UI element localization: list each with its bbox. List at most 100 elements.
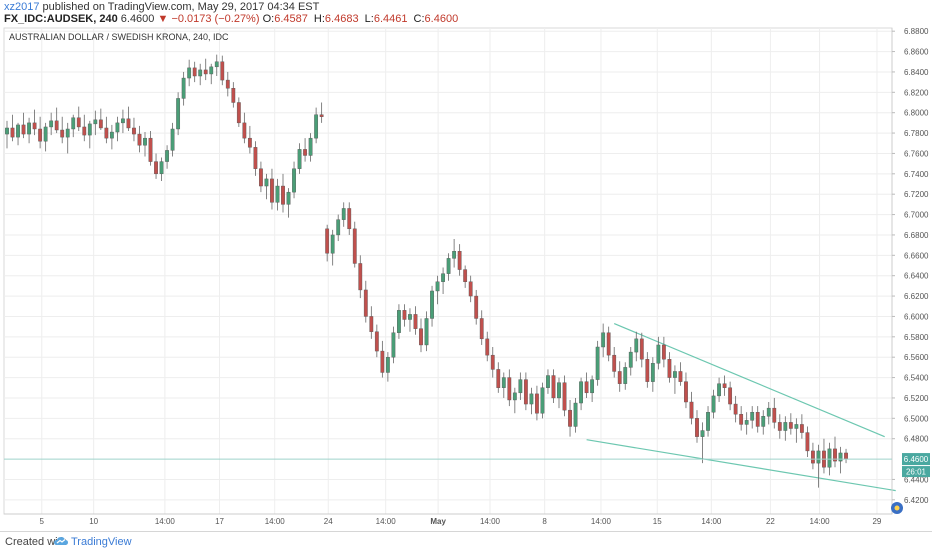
- price-chart[interactable]: AUSTRALIAN DOLLAR / SWEDISH KRONA, 240, …: [0, 0, 932, 531]
- tradingview-cloud-icon[interactable]: [53, 535, 69, 547]
- candle: [446, 253, 451, 281]
- candle-body-down: [270, 178, 274, 203]
- candle: [308, 133, 313, 162]
- candle: [21, 112, 26, 139]
- x-tick-label: 29: [872, 517, 881, 526]
- x-tick-label: 14:00: [591, 517, 612, 526]
- price-axis[interactable]: 6.8800 6.8600 6.8400 6.8200 6.8000 6.7800 6.76…: [892, 27, 929, 505]
- candle: [341, 202, 346, 227]
- candle: [109, 124, 114, 150]
- candle-body-up: [330, 234, 335, 254]
- candle: [87, 120, 92, 149]
- candle: [695, 410, 699, 443]
- candle: [485, 331, 490, 362]
- candle-body-up: [286, 191, 291, 205]
- time-axis[interactable]: 5 10 14:00 17 14:00 24 14:00 May 14:00 8 14:00 15 14…: [40, 517, 882, 526]
- candle-body-up: [673, 371, 677, 378]
- candle-body-down: [695, 418, 699, 437]
- candle: [49, 112, 54, 136]
- candle-body-down: [402, 310, 407, 320]
- candle-body-up: [435, 281, 440, 292]
- candle: [143, 132, 147, 157]
- candle-body-up: [711, 395, 716, 413]
- candle: [264, 173, 269, 200]
- candle: [60, 116, 65, 144]
- candle: [38, 116, 43, 149]
- y-tick-label: 6.5200: [904, 394, 929, 403]
- candle-body-down: [755, 412, 760, 427]
- candle: [457, 244, 462, 276]
- x-tick-label: 14:00: [265, 517, 286, 526]
- y-tick-label: 6.6800: [904, 231, 929, 240]
- candle: [529, 387, 534, 415]
- candle: [126, 106, 131, 132]
- candle-body-up: [518, 379, 523, 394]
- candle-body-down: [733, 403, 738, 415]
- wedge-lower-trendline[interactable]: [586, 439, 896, 492]
- candle-body-down: [833, 448, 837, 462]
- candle: [121, 109, 125, 134]
- candle-body-up: [65, 128, 70, 138]
- settings-gear-icon[interactable]: [891, 502, 903, 514]
- candle: [209, 63, 214, 85]
- candle-body-up: [628, 351, 633, 368]
- candle-body-down: [568, 409, 572, 427]
- candle: [706, 406, 710, 437]
- candle-body-up: [385, 356, 390, 373]
- candle-body-up: [49, 120, 54, 128]
- y-tick-label: 6.6600: [904, 251, 929, 260]
- candle: [137, 125, 142, 153]
- last-price-tag: [902, 453, 930, 466]
- candle-body-down: [319, 114, 324, 117]
- x-tick-label: 15: [653, 517, 662, 526]
- x-tick-label: 24: [324, 517, 333, 526]
- candle-body-down: [617, 371, 622, 384]
- author-link[interactable]: xz2017: [4, 1, 40, 13]
- x-tick-label: 14:00: [376, 517, 397, 526]
- candle-body-up: [297, 149, 302, 169]
- candle-body-down: [259, 168, 263, 187]
- symbol-label[interactable]: FX_IDC:AUDSEK, 240: [4, 13, 118, 25]
- high-label: H:: [313, 13, 325, 25]
- candle: [408, 308, 412, 332]
- candle: [441, 267, 445, 295]
- candle: [551, 369, 556, 404]
- candle-body-down: [220, 61, 225, 81]
- candle: [369, 306, 374, 339]
- tradingview-brand[interactable]: TradingView: [71, 536, 132, 548]
- candle-body-down: [132, 127, 136, 135]
- candle: [286, 188, 291, 218]
- x-tick-label: 17: [215, 517, 224, 526]
- candle-body-down: [551, 375, 556, 399]
- candle-body-down: [535, 393, 539, 414]
- bar-countdown-label: 26:01: [906, 468, 927, 477]
- candle: [777, 414, 782, 439]
- wedge-upper-trendline[interactable]: [613, 323, 885, 438]
- candle: [71, 114, 76, 138]
- candle: [667, 352, 672, 383]
- candle: [220, 55, 225, 86]
- candle-body-up: [623, 367, 628, 384]
- candle-body-down: [236, 102, 241, 124]
- candle: [98, 108, 103, 131]
- candle-body-down: [380, 350, 385, 373]
- candle: [474, 289, 479, 325]
- candle-body-down: [98, 119, 103, 129]
- open-label: O:: [262, 13, 275, 25]
- candle: [733, 395, 738, 423]
- candle-body-down: [76, 117, 81, 128]
- candle-body-down: [352, 228, 357, 264]
- chart-header: xz2017 published on TradingView.com, May…: [0, 0, 932, 28]
- candle-body-up: [181, 77, 186, 99]
- candle-body-up: [430, 290, 434, 319]
- low-label: L:: [364, 13, 374, 25]
- candle-body-down: [347, 208, 352, 230]
- candle: [590, 375, 595, 403]
- wedge-trendlines[interactable]: [586, 323, 896, 492]
- y-tick-label: 6.4800: [904, 435, 929, 444]
- x-tick-label: 10: [89, 517, 98, 526]
- candle: [192, 61, 197, 83]
- candle-body-down: [126, 118, 131, 129]
- candle: [523, 372, 528, 411]
- down-arrow-icon: ▼: [157, 13, 169, 25]
